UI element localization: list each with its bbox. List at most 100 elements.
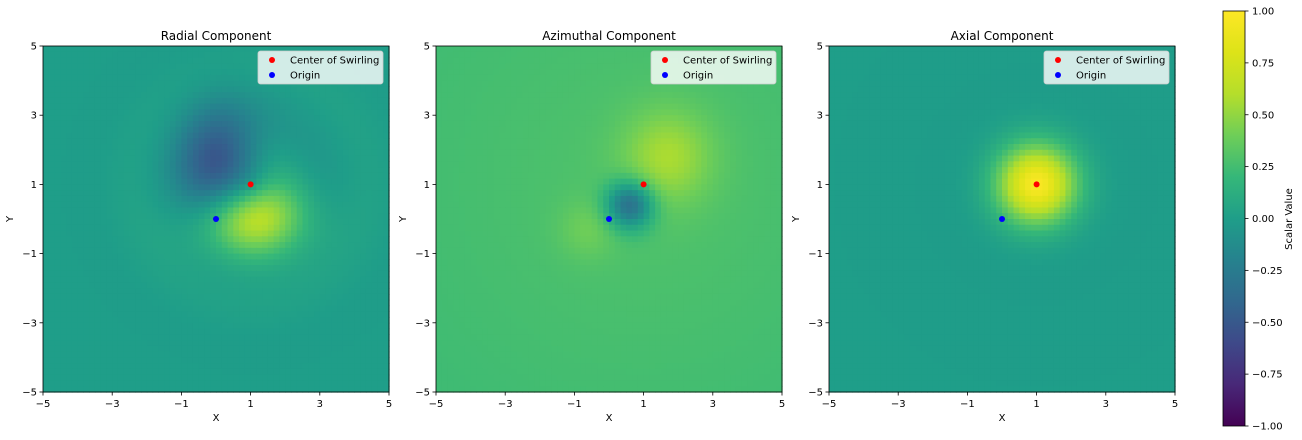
heatmap-cell xyxy=(158,224,165,232)
heatmap-cell xyxy=(574,144,581,151)
heatmap-cell xyxy=(221,126,229,134)
heatmap-cell xyxy=(701,144,708,151)
heatmap-cell xyxy=(487,69,495,76)
heatmap-cell xyxy=(164,149,171,157)
heatmap-cell xyxy=(158,305,165,312)
heatmap-cell xyxy=(54,345,61,353)
heatmap-cell xyxy=(117,190,125,197)
heatmap-cell xyxy=(169,374,177,382)
heatmap-cell xyxy=(48,276,56,284)
heatmap-cell xyxy=(279,144,286,151)
heatmap-cell xyxy=(250,219,257,226)
heatmap-cell xyxy=(741,138,748,145)
heatmap-cell xyxy=(210,213,217,220)
heatmap-cell xyxy=(152,270,159,278)
heatmap-cell xyxy=(770,132,777,139)
heatmap-cell xyxy=(181,190,188,197)
heatmap-cell xyxy=(89,115,96,122)
heatmap-cell xyxy=(267,92,275,99)
heatmap-cell xyxy=(655,126,662,134)
heatmap-cell xyxy=(718,161,725,168)
heatmap-cell xyxy=(279,190,286,197)
heatmap-cell xyxy=(453,126,460,134)
heatmap-cell xyxy=(614,115,622,122)
heatmap-cell xyxy=(354,207,361,214)
heatmap-cell xyxy=(603,63,610,70)
heatmap-cell xyxy=(187,178,194,185)
heatmap-cell xyxy=(106,311,113,318)
heatmap-cell xyxy=(198,63,206,70)
heatmap-cell xyxy=(210,363,217,370)
heatmap-cell xyxy=(365,374,373,382)
heatmap-cell xyxy=(290,236,298,243)
heatmap-cell xyxy=(77,363,84,370)
heatmap-cell xyxy=(557,57,564,64)
heatmap-cell xyxy=(250,132,257,139)
heatmap-cell xyxy=(54,219,61,226)
heatmap-cell xyxy=(383,299,390,307)
heatmap-cell xyxy=(158,259,165,266)
heatmap-cell xyxy=(60,357,67,364)
heatmap-cell xyxy=(354,46,361,53)
heatmap-cell xyxy=(123,115,131,122)
heatmap-cell xyxy=(551,103,558,111)
heatmap-cell xyxy=(459,92,466,99)
heatmap-cell xyxy=(337,270,344,278)
heatmap-cell xyxy=(591,103,599,111)
heatmap-cell xyxy=(614,86,622,93)
heatmap-cell xyxy=(302,195,309,203)
heatmap-cell xyxy=(528,167,535,174)
heatmap-cell xyxy=(210,345,217,353)
heatmap-cell xyxy=(106,74,113,82)
heatmap-cell xyxy=(233,282,240,289)
heatmap-cell xyxy=(83,167,90,174)
heatmap-cell xyxy=(464,109,472,116)
heatmap-cell xyxy=(591,69,599,76)
heatmap-cell xyxy=(117,253,125,260)
heatmap-cell xyxy=(210,144,217,151)
heatmap-cell xyxy=(776,120,783,128)
legend-marker xyxy=(269,57,275,63)
heatmap-cell xyxy=(158,386,165,393)
heatmap-cell xyxy=(354,219,361,226)
heatmap-cell xyxy=(279,46,286,53)
heatmap-cell xyxy=(464,132,472,139)
heatmap-cell xyxy=(365,293,373,301)
heatmap-cell xyxy=(545,167,552,174)
heatmap-cell xyxy=(325,334,332,341)
heatmap-cell xyxy=(701,149,708,157)
heatmap-cell xyxy=(557,126,564,134)
heatmap-cell xyxy=(273,351,281,358)
heatmap-cell xyxy=(666,155,674,162)
heatmap-cell xyxy=(169,317,177,324)
heatmap-cell xyxy=(204,190,211,197)
heatmap-cell xyxy=(210,334,217,341)
heatmap-cell xyxy=(365,236,373,243)
heatmap-cell xyxy=(250,46,257,53)
heatmap-cell xyxy=(256,322,263,330)
heatmap-cell xyxy=(632,92,639,99)
heatmap-cell xyxy=(83,201,90,209)
heatmap-cell xyxy=(187,351,194,358)
heatmap-cell xyxy=(152,311,159,318)
heatmap-cell xyxy=(747,92,754,99)
heatmap-cell xyxy=(585,57,593,64)
heatmap-cell xyxy=(244,276,252,284)
heatmap-cell xyxy=(60,247,67,255)
heatmap-cell xyxy=(48,195,56,203)
heatmap-cell xyxy=(100,86,108,93)
heatmap-cell xyxy=(290,311,298,318)
heatmap-cell xyxy=(459,63,466,70)
heatmap-cell xyxy=(204,368,211,376)
heatmap-cell xyxy=(655,86,662,93)
heatmap-cell xyxy=(383,317,390,324)
heatmap-cell xyxy=(152,80,159,87)
heatmap-cell xyxy=(198,103,206,111)
heatmap-cell xyxy=(319,86,327,93)
heatmap-cell xyxy=(337,253,344,260)
heatmap-cell xyxy=(239,236,246,243)
heatmap-cell xyxy=(256,242,263,249)
heatmap-cell xyxy=(528,138,535,145)
heatmap-cell xyxy=(695,126,702,134)
heatmap-cell xyxy=(568,126,575,134)
